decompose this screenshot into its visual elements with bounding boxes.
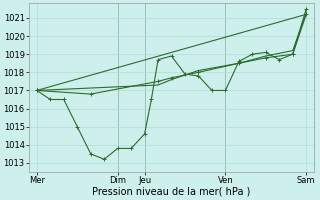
X-axis label: Pression niveau de la mer( hPa ): Pression niveau de la mer( hPa ) — [92, 187, 251, 197]
